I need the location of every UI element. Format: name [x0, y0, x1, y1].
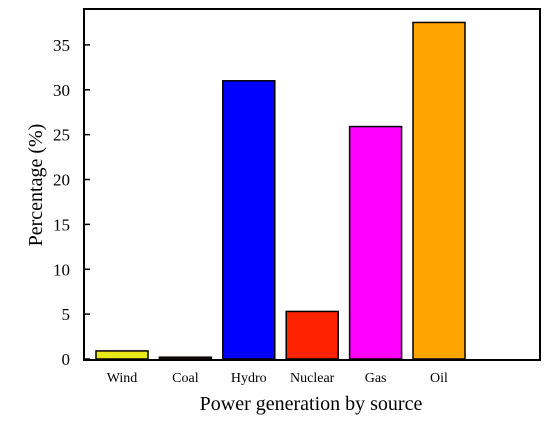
y-axis-title: Percentage (%) [25, 124, 47, 247]
x-axis-title: Power generation by source [200, 393, 423, 415]
y-tick-label: 15 [53, 215, 70, 234]
y-tick-label: 30 [53, 81, 70, 100]
y-tick-label: 0 [62, 350, 71, 369]
x-tick-label-coal: Coal [172, 371, 199, 386]
bar-hydro [222, 80, 276, 360]
x-tick-label-nuclear: Nuclear [290, 371, 335, 386]
bars [95, 21, 466, 360]
y-tick-label: 10 [53, 260, 70, 279]
x-tick-label-hydro: Hydro [231, 371, 267, 386]
y-tick-label: 25 [53, 126, 70, 145]
bar-wind [95, 350, 149, 360]
y-tick-label: 5 [62, 305, 71, 324]
y-tick-label: 20 [53, 171, 70, 190]
x-tick-label-wind: Wind [107, 371, 138, 386]
bar-oil [412, 21, 466, 360]
plot-area-frame [83, 8, 541, 361]
y-tick-label: 35 [53, 36, 70, 55]
x-tick-label-oil: Oil [430, 371, 448, 386]
bar-gas [348, 125, 403, 360]
x-axis-category-labels: Wind Coal Hydro Nuclear Gas Oil [107, 371, 448, 386]
y-axis-ticks: 0 5 10 15 20 25 30 35 [53, 36, 90, 369]
bar-nuclear [285, 310, 339, 360]
bar-coal [158, 356, 213, 360]
x-tick-label-gas: Gas [365, 371, 387, 386]
